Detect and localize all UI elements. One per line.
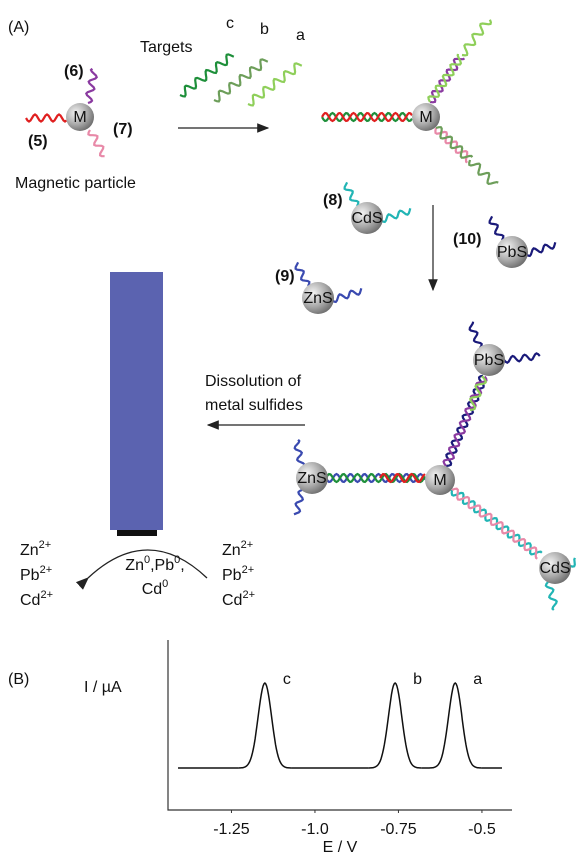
dna-strand [469, 160, 498, 184]
ion: Pb2+ [20, 564, 52, 584]
particle-label: PbS [474, 352, 504, 369]
particle-label: PbS [497, 244, 527, 261]
tag-number: (10) [453, 231, 481, 248]
ion-charge: 2+ [242, 564, 255, 576]
targets-title: Targets [140, 39, 192, 56]
x-tick-label: -0.5 [468, 821, 496, 838]
electrode [110, 272, 163, 530]
particle-label: ZnS [297, 470, 326, 487]
deposit-symbol: Pb [155, 557, 175, 574]
probe-number: (6) [64, 63, 84, 80]
ion-symbol: Cd [222, 592, 242, 609]
ion-charge: 2+ [241, 539, 254, 551]
deposit-charge: 0 [162, 578, 168, 590]
ion: Cd2+ [20, 589, 53, 609]
dissolution-text: metal sulfides [205, 397, 303, 414]
target-label: a [296, 27, 305, 44]
x-tick-label: -1.0 [301, 821, 329, 838]
figure: (A) Targets c b a M (6) (5) (7) Magnetic particle… [0, 0, 577, 859]
peak-label: a [473, 671, 482, 688]
dna-strand [296, 262, 310, 286]
tag-number: (8) [323, 192, 343, 209]
dna-strand [546, 582, 557, 610]
deposit-separator: , [180, 557, 184, 574]
ion: Zn2+ [222, 539, 253, 559]
dna-strand [452, 490, 542, 554]
dna-strand [462, 20, 491, 56]
peak-label: b [413, 671, 422, 688]
probe-number: (7) [113, 121, 133, 138]
peak [238, 683, 292, 768]
ion-symbol: Pb [20, 567, 40, 584]
target-label: c [226, 15, 234, 32]
deposit: Zn0,Pb0, [125, 554, 184, 574]
dna-strand [490, 216, 504, 240]
tag-number: (9) [275, 268, 295, 285]
peak [368, 683, 421, 768]
x-tick-label: -0.75 [380, 821, 417, 838]
ion-charge: 2+ [40, 564, 53, 576]
dna-strand [214, 59, 268, 101]
panel-label: (B) [8, 671, 29, 688]
dna-strand [26, 115, 67, 122]
particle-label: ZnS [303, 290, 332, 307]
particle-label: M [419, 109, 432, 126]
ion-symbol: Cd [20, 592, 40, 609]
dna-strand [444, 377, 487, 467]
ion-charge: 2+ [40, 589, 53, 601]
peak-label: c [283, 671, 291, 688]
ion-charge: 2+ [242, 589, 255, 601]
particle-label: CdS [351, 210, 382, 227]
dna-strand [294, 490, 303, 514]
target-label: b [260, 21, 269, 38]
ion: Pb2+ [222, 564, 254, 584]
dna-strand [470, 322, 482, 348]
deposit-symbol: Cd [142, 581, 162, 598]
deposit: Cd0 [142, 578, 169, 598]
dna-strand [345, 182, 359, 206]
ion: Zn2+ [20, 539, 51, 559]
ion-symbol: Pb [222, 567, 242, 584]
particle-label: M [433, 472, 446, 489]
dna-strand [88, 130, 104, 156]
axis-frame [168, 640, 512, 810]
panel-label: (A) [8, 19, 29, 36]
particle-caption: Magnetic particle [15, 175, 136, 192]
particle-label: CdS [539, 560, 570, 577]
dna-strand [295, 440, 305, 468]
particle-label: M [73, 109, 86, 126]
dna-strand [180, 54, 234, 96]
deposit-symbol: Zn [125, 557, 144, 574]
ion-symbol: Zn [20, 542, 39, 559]
dissolution-text: Dissolution of [205, 373, 302, 390]
peak [429, 683, 482, 768]
dna-strand [452, 489, 537, 559]
x-tick-label: -1.25 [213, 821, 250, 838]
electrode-surface [117, 530, 157, 536]
dna-strand [504, 353, 540, 362]
ion-charge: 2+ [39, 539, 52, 551]
y-axis-label: I / µA [84, 679, 122, 696]
dna-strand [526, 242, 555, 256]
ion: Cd2+ [222, 589, 255, 609]
dna-strand [332, 288, 361, 302]
x-axis-label: E / V [323, 839, 358, 856]
dna-strand [86, 69, 96, 103]
ion-symbol: Zn [222, 542, 241, 559]
dna-strand [381, 208, 410, 222]
probe-number: (5) [28, 133, 48, 150]
